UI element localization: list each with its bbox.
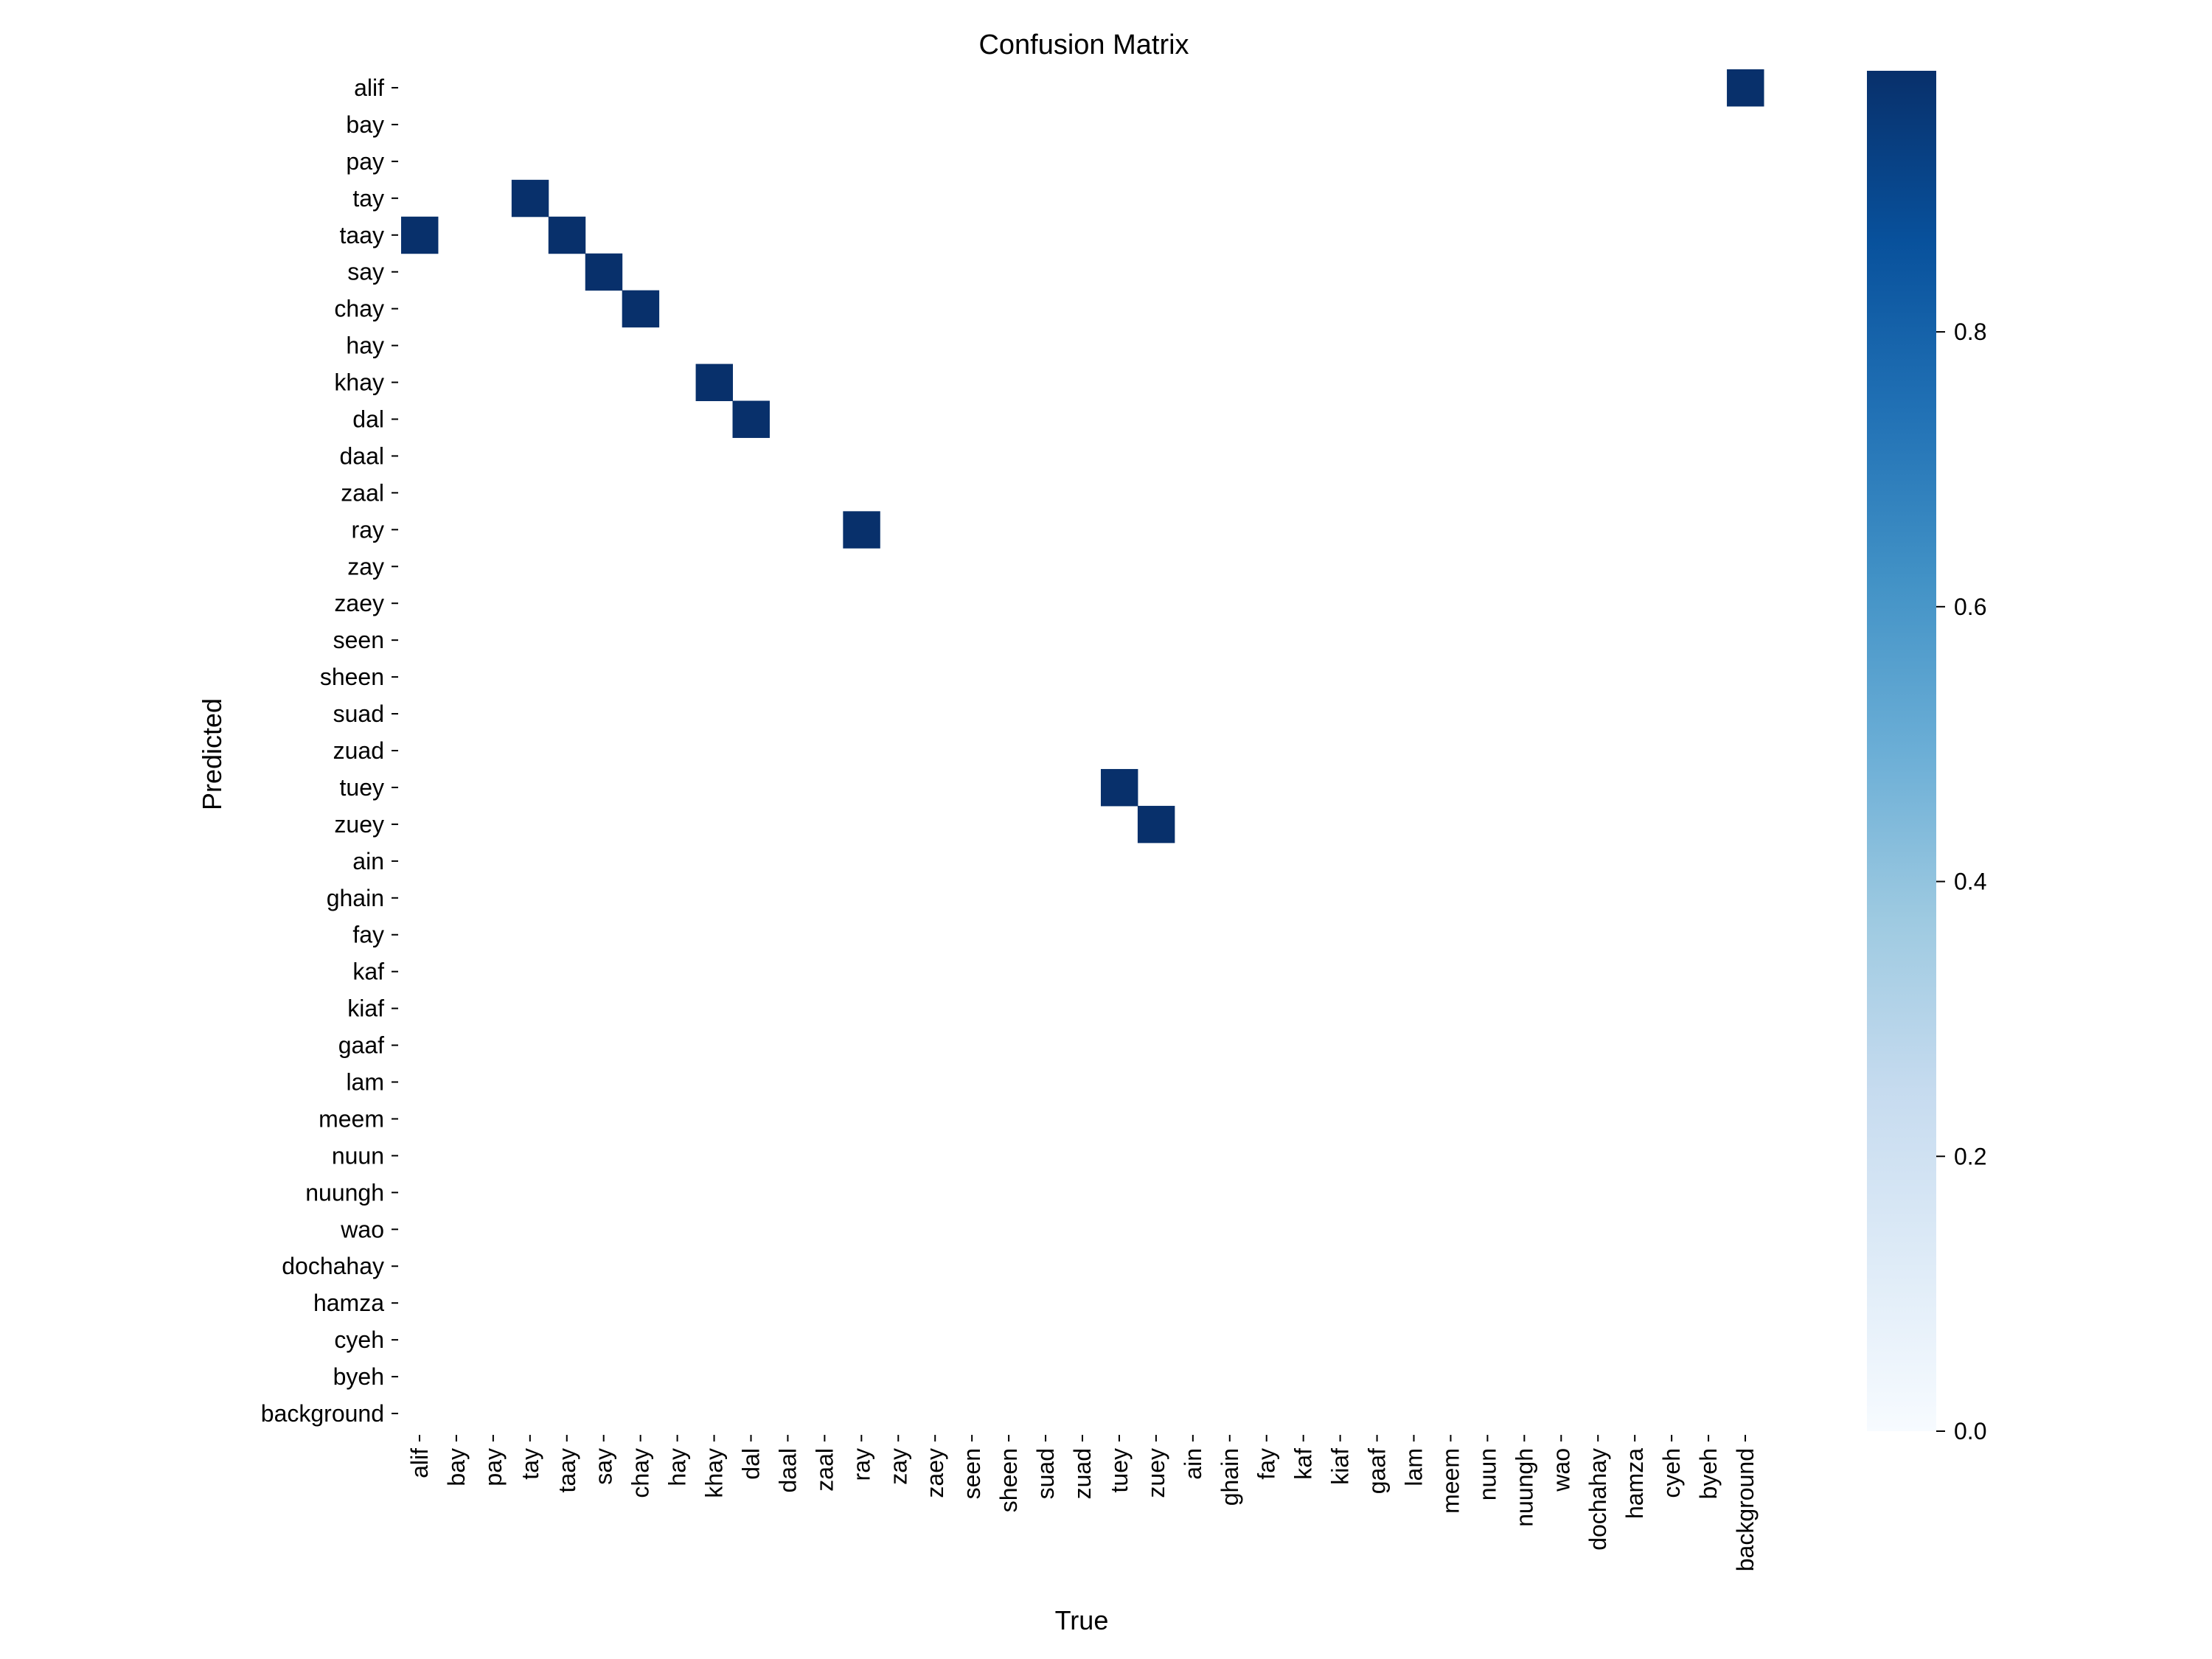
x-tick-label-nuungh: nuungh: [1511, 1448, 1537, 1527]
x-tick-label-meem: meem: [1437, 1448, 1464, 1514]
x-tick-label-gaaf: gaaf: [1364, 1448, 1391, 1494]
y-tick-label-ray: ray: [352, 516, 384, 543]
y-tick-label-nuungh: nuungh: [305, 1179, 384, 1206]
x-tick-label-dal: dal: [737, 1448, 764, 1480]
heatmap-cell-chay-chay: [622, 290, 660, 328]
colorbar-tick-label-0.8: 0.8: [1954, 319, 1986, 345]
x-tick-label-bay: bay: [443, 1448, 470, 1486]
x-tick-label-lam: lam: [1401, 1448, 1427, 1486]
x-tick-label-taay: taay: [554, 1448, 580, 1492]
y-tick-labels: alif bay pay tay taay say chay hay khay dal daal za…: [261, 74, 398, 1427]
y-tick-label-suad: suad: [333, 700, 384, 727]
x-tick-label-kaf: kaf: [1290, 1448, 1317, 1480]
x-tick-label-daal: daal: [774, 1448, 801, 1493]
x-tick-label-cyeh: cyeh: [1658, 1448, 1685, 1498]
y-tick-label-zaey: zaey: [334, 590, 384, 616]
y-tick-label-chay: chay: [334, 296, 384, 322]
x-tick-label-say: say: [591, 1448, 617, 1485]
y-tick-label-cyeh: cyeh: [334, 1326, 384, 1353]
y-tick-label-kiaf: kiaf: [347, 995, 384, 1022]
y-tick-label-dochahay: dochahay: [282, 1253, 384, 1279]
y-tick-label-ain: ain: [352, 848, 384, 874]
heatmap-cell-tay-tay: [511, 179, 549, 218]
y-axis-label: Predicted: [197, 698, 227, 810]
x-tick-label-tuey: tuey: [1106, 1448, 1133, 1492]
y-tick-label-hamza: hamza: [313, 1290, 384, 1316]
colorbar-gradient: [1867, 71, 1936, 1431]
x-tick-label-chay: chay: [627, 1448, 654, 1498]
y-tick-label-daal: daal: [340, 442, 385, 469]
heatmap-cell-tuey-tuey: [1100, 768, 1138, 807]
heatmap-cell-alif-background: [1727, 69, 1764, 107]
y-tick-label-dal: dal: [352, 406, 384, 432]
x-tick-label-ghain: ghain: [1217, 1448, 1243, 1506]
x-tick-label-tay: tay: [517, 1448, 543, 1480]
y-tick-label-say: say: [347, 259, 384, 285]
heatmap-cell-taay-taay: [548, 216, 586, 254]
y-tick-label-meem: meem: [319, 1105, 384, 1132]
x-tick-label-dochahay: dochahay: [1585, 1448, 1611, 1551]
x-tick-label-zuad: zuad: [1069, 1448, 1096, 1499]
y-tick-label-gaaf: gaaf: [338, 1032, 384, 1059]
x-tick-label-hamza: hamza: [1621, 1448, 1648, 1519]
colorbar-tick-label-0.2: 0.2: [1954, 1143, 1986, 1169]
colorbar-tick-label-0.0: 0.0: [1954, 1418, 1986, 1444]
y-tick-label-alif: alif: [354, 74, 384, 101]
x-tick-label-seen: seen: [959, 1448, 985, 1499]
x-tick-label-alif: alif: [406, 1448, 433, 1478]
y-tick-label-ghain: ghain: [327, 885, 384, 911]
y-tick-label-byeh: byeh: [333, 1363, 384, 1390]
x-tick-label-khay: khay: [701, 1448, 728, 1498]
y-tick-label-taay: taay: [340, 222, 384, 248]
heatmap-cells: [401, 69, 1764, 844]
colorbar-tick-label-0.6: 0.6: [1954, 594, 1986, 620]
x-tick-label-ray: ray: [848, 1448, 874, 1481]
y-tick-label-wao: wao: [340, 1216, 384, 1242]
x-tick-label-ain: ain: [1180, 1448, 1206, 1480]
x-tick-label-byeh: byeh: [1695, 1448, 1722, 1499]
colorbar-tick-label-0.4: 0.4: [1954, 869, 1986, 895]
y-tick-label-tay: tay: [352, 185, 384, 212]
heatmap-cell-zuey-zuey: [1137, 805, 1175, 844]
y-tick-label-tuey: tuey: [340, 774, 384, 801]
x-tick-label-sheen: sheen: [995, 1448, 1022, 1512]
x-tick-label-hay: hay: [664, 1448, 691, 1486]
y-tick-label-sheen: sheen: [320, 664, 384, 690]
x-tick-label-wao: wao: [1548, 1448, 1574, 1492]
x-tick-labels: alif bay pay tay taay say chay hay khay dal daal za…: [406, 1435, 1759, 1571]
y-tick-label-zuad: zuad: [333, 737, 384, 764]
y-tick-label-pay: pay: [346, 148, 384, 175]
colorbar: 0.0 0.2 0.4 0.6 0.8: [1867, 71, 1986, 1444]
y-tick-label-lam: lam: [346, 1069, 384, 1096]
y-tick-label-zay: zay: [347, 553, 384, 580]
chart-title: Confusion Matrix: [978, 29, 1189, 60]
y-tick-label-zuey: zuey: [334, 811, 384, 838]
y-tick-label-zaal: zaal: [341, 479, 384, 506]
y-tick-label-nuun: nuun: [332, 1142, 384, 1169]
x-axis-label: True: [1055, 1605, 1109, 1635]
heatmap-cell-taay-alif: [401, 216, 439, 254]
x-tick-label-kiaf: kiaf: [1327, 1448, 1354, 1485]
heatmap-cell-say-say: [585, 253, 623, 291]
y-tick-label-seen: seen: [333, 627, 384, 653]
x-tick-label-pay: pay: [480, 1448, 507, 1486]
x-tick-label-fay: fay: [1253, 1448, 1280, 1480]
x-tick-label-suad: suad: [1032, 1448, 1059, 1499]
heatmap-cell-ray-ray: [843, 511, 880, 549]
y-tick-label-hay: hay: [346, 333, 384, 359]
x-tick-label-zaal: zaal: [811, 1448, 838, 1492]
x-tick-label-zuey: zuey: [1143, 1448, 1169, 1498]
y-tick-label-fay: fay: [352, 922, 384, 948]
y-tick-label-background: background: [261, 1400, 384, 1427]
y-tick-label-kaf: kaf: [352, 959, 384, 985]
x-tick-label-zaey: zaey: [922, 1448, 948, 1498]
x-tick-label-nuun: nuun: [1474, 1448, 1500, 1500]
x-tick-label-zay: zay: [885, 1448, 911, 1485]
y-tick-label-bay: bay: [346, 111, 384, 138]
heatmap-cell-khay-khay: [695, 364, 734, 402]
x-tick-label-background: background: [1732, 1448, 1759, 1571]
heatmap-cell-dal-dal: [732, 400, 770, 438]
y-tick-label-khay: khay: [334, 369, 384, 396]
